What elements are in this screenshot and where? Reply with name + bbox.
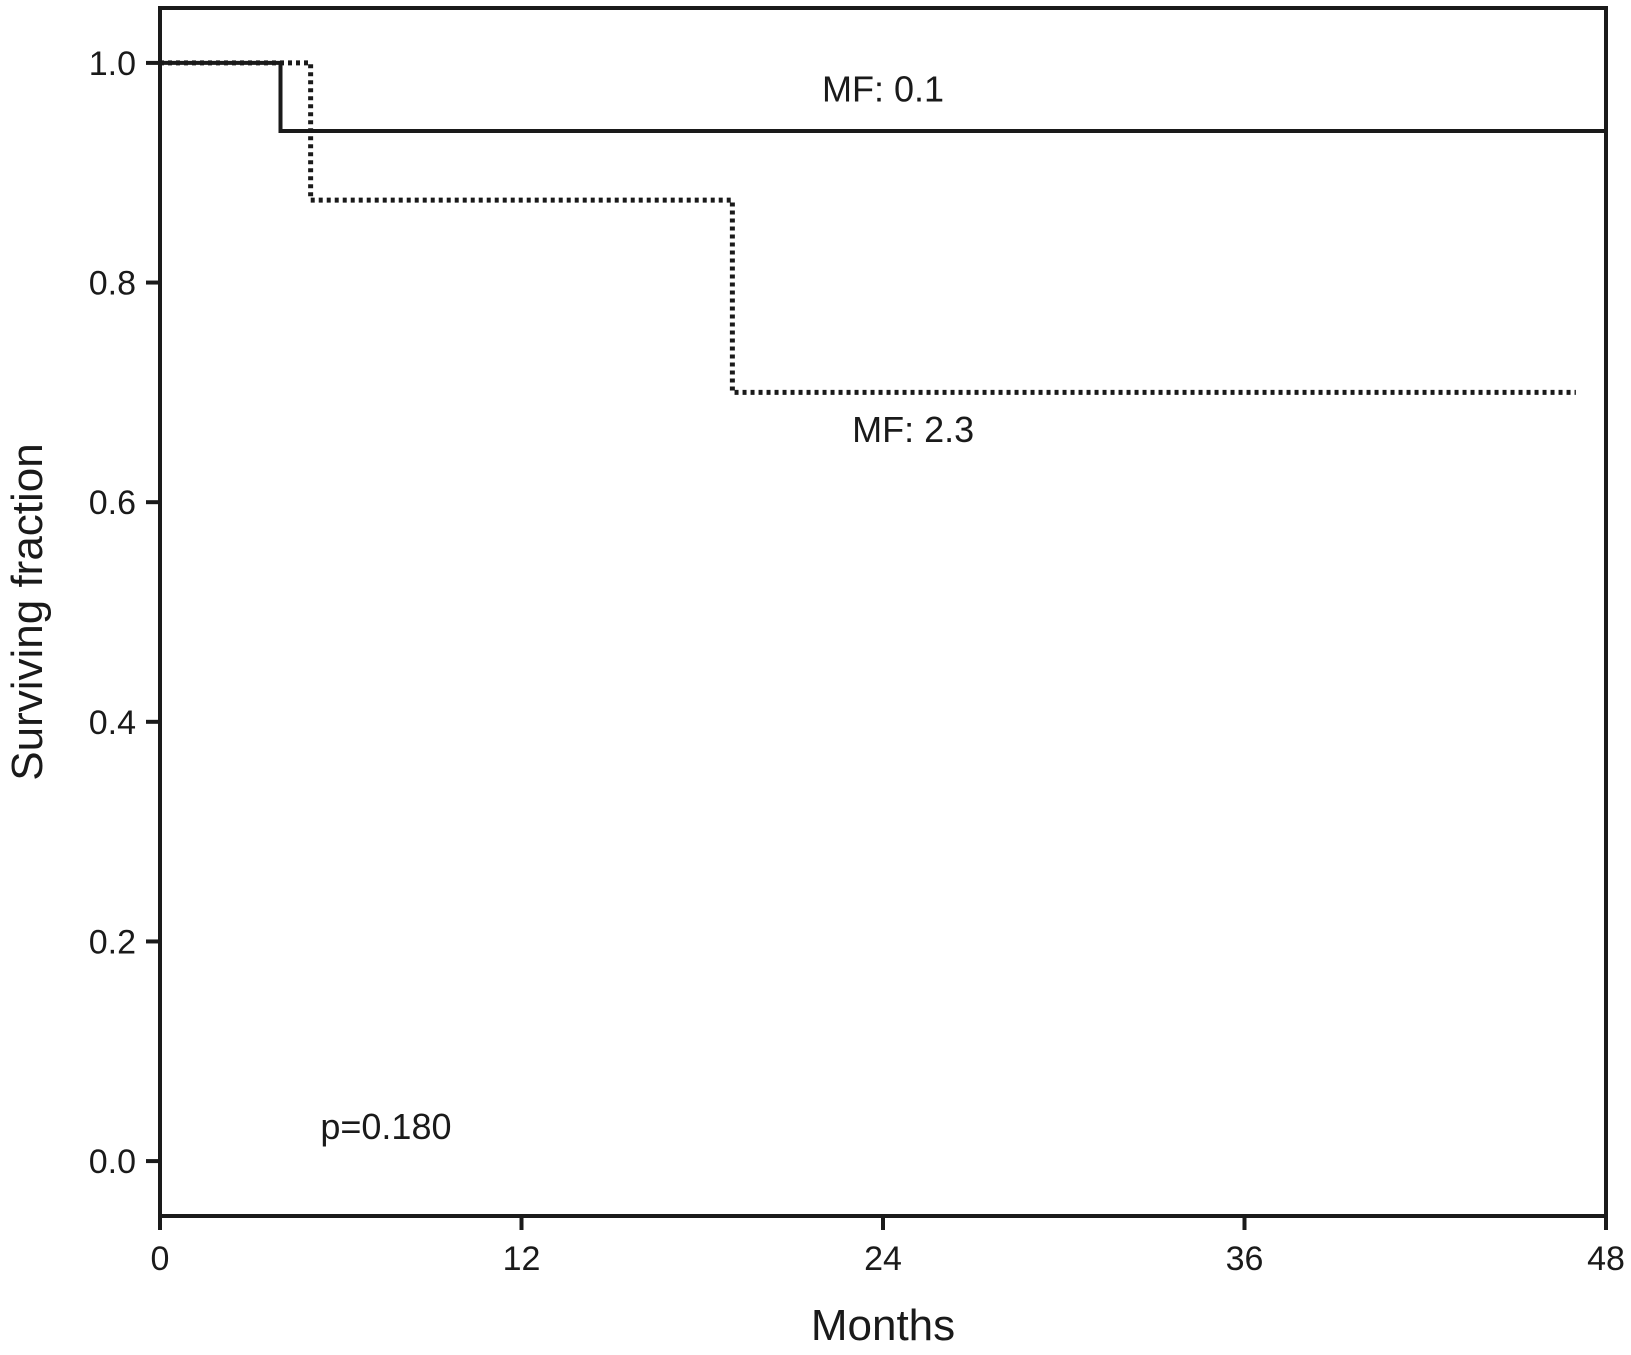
x-tick-label: 36 <box>1226 1240 1264 1278</box>
y-tick-label: 0.0 <box>89 1143 136 1181</box>
y-tick-label: 0.2 <box>89 923 136 961</box>
x-tick-label: 0 <box>151 1240 170 1278</box>
x-tick-label: 24 <box>864 1240 902 1278</box>
y-tick-label: 0.4 <box>89 704 136 742</box>
annotation-label: p=0.180 <box>320 1106 451 1147</box>
y-tick-label: 1.0 <box>89 45 136 83</box>
annotation-label: MF: 0.1 <box>822 68 944 109</box>
x-tick-label: 12 <box>503 1240 541 1278</box>
x-axis: 0 12 24 36 48 <box>151 1216 1625 1278</box>
y-axis: 0.0 0.2 0.4 0.6 0.8 1.0 <box>89 45 160 1181</box>
y-tick-label: 0.6 <box>89 484 136 522</box>
x-axis-title: Months <box>811 1301 955 1350</box>
annotation-layer: MF: 0.1 MF: 2.3 p=0.180 <box>320 68 974 1147</box>
series-layer <box>160 60 1606 395</box>
plot-frame <box>158 6 1608 1218</box>
series-line-mf-0-1 <box>160 60 1606 133</box>
y-axis-title: Surviving fraction <box>3 443 52 780</box>
x-tick-label: 48 <box>1587 1240 1625 1278</box>
series-line-mf-2-3 <box>160 60 1576 395</box>
annotation-label: MF: 2.3 <box>852 409 974 450</box>
y-tick-label: 0.8 <box>89 265 136 303</box>
